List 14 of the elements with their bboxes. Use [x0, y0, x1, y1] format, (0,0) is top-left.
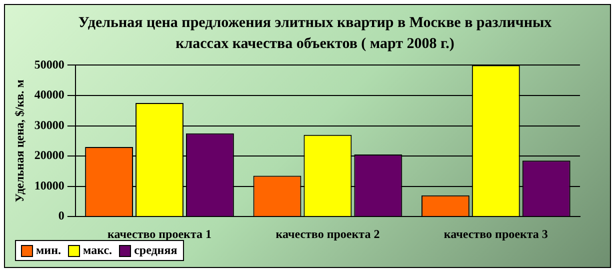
y-tick-label: 50000 — [34, 57, 64, 72]
x-tick-label: качество проекта 2 — [276, 226, 380, 241]
y-tick-label: 30000 — [34, 118, 64, 132]
legend-label: мин. — [35, 243, 62, 258]
y-tick-label: 20000 — [34, 148, 64, 162]
y-tick-label: 40000 — [34, 88, 64, 102]
x-tick-label: качество проекта 3 — [444, 226, 548, 241]
y-axis-title: Удельная цена, $/кв. м — [12, 80, 26, 202]
legend-label: средняя — [133, 243, 178, 258]
chart-title: Удельная цена предложения элитных квартир в Москве в различных классах качества объектов ( март 2008 г.) — [77, 14, 553, 54]
y-tick-label: 0 — [58, 208, 64, 223]
y-tick-label: 10000 — [34, 178, 64, 192]
legend-label: макс. — [82, 243, 112, 258]
x-tick-label: качество проекта 1 — [108, 226, 212, 241]
